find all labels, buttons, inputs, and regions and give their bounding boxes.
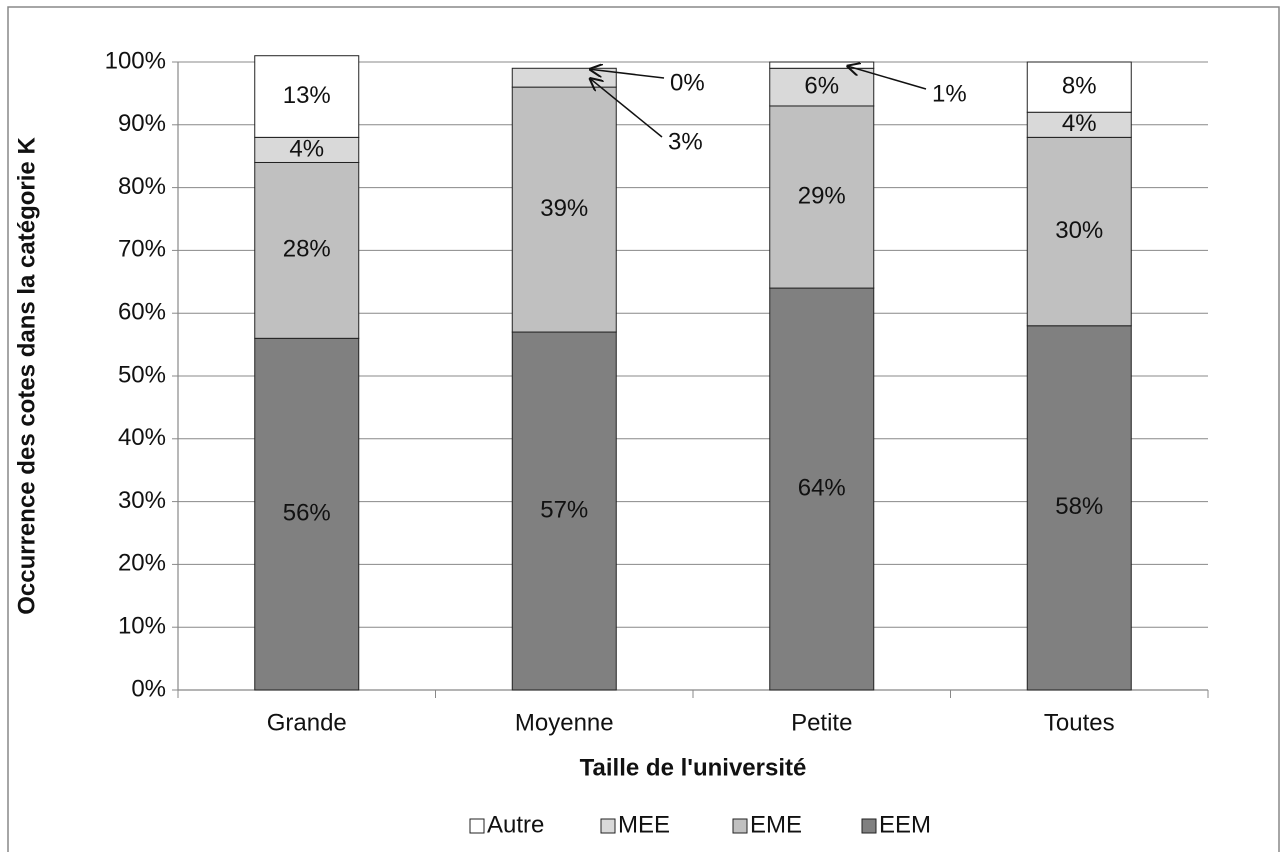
- y-tick-label: 50%: [118, 361, 166, 388]
- bar-segment: [254, 161, 360, 339]
- callout-arrow: [590, 69, 665, 79]
- callout-arrow: [848, 66, 927, 90]
- legend-swatch: [600, 818, 616, 834]
- y-tick-label: 80%: [118, 173, 166, 200]
- bar-segment: [769, 105, 875, 289]
- y-tick-label: 40%: [118, 424, 166, 451]
- y-axis-title: Occurrence des cotes dans la catégorie K: [13, 137, 40, 615]
- bar-segment: [1026, 61, 1132, 113]
- y-tick-label: 100%: [105, 47, 166, 74]
- data-label: 4%: [289, 135, 324, 162]
- x-tick-label: Grande: [267, 709, 347, 736]
- x-axis-title: Taille de l'université: [580, 754, 807, 781]
- bar-segment: [769, 61, 875, 69]
- y-tick-label: 70%: [118, 236, 166, 263]
- legend-label: EEM: [879, 811, 931, 838]
- legend-swatch: [469, 818, 485, 834]
- data-label: 64%: [798, 474, 846, 501]
- data-label: 4%: [1062, 110, 1097, 137]
- bar-segment: [511, 86, 617, 333]
- data-label: 28%: [283, 236, 331, 263]
- bar-segment: [254, 337, 360, 691]
- data-label: 1%: [932, 80, 967, 107]
- callout-arrow: [590, 79, 663, 138]
- x-tick-label: Toutes: [1044, 709, 1115, 736]
- y-tick-label: 30%: [118, 487, 166, 514]
- bar-segment: [254, 55, 360, 138]
- legend-label: MEE: [618, 811, 670, 838]
- data-label: 13%: [283, 82, 331, 109]
- data-label: 6%: [804, 72, 839, 99]
- x-tick-label: Moyenne: [515, 709, 614, 736]
- bar-segment: [769, 287, 875, 691]
- legend-label: Autre: [487, 811, 544, 838]
- bar-segment: [254, 136, 360, 163]
- y-tick-label: 0%: [131, 675, 166, 702]
- y-tick-label: 60%: [118, 299, 166, 326]
- data-label: 30%: [1055, 217, 1103, 244]
- bar-segment: [511, 331, 617, 691]
- bar-segment: [1026, 325, 1132, 691]
- x-tick-label: Petite: [791, 709, 852, 736]
- y-tick-label: 90%: [118, 110, 166, 137]
- data-label: 8%: [1062, 72, 1097, 99]
- bar-segment: [1026, 111, 1132, 138]
- bar-segment: [1026, 136, 1132, 327]
- data-label: 0%: [670, 69, 705, 96]
- data-label: 57%: [540, 496, 588, 523]
- legend-swatch: [861, 818, 877, 834]
- legend-label: EME: [750, 811, 802, 838]
- y-tick-label: 10%: [118, 613, 166, 640]
- y-tick-label: 20%: [118, 550, 166, 577]
- legend-swatch: [732, 818, 748, 834]
- data-label: 39%: [540, 195, 588, 222]
- data-label: 58%: [1055, 493, 1103, 520]
- data-label: 29%: [798, 182, 846, 209]
- data-label: 56%: [283, 500, 331, 527]
- data-label: 3%: [668, 128, 703, 155]
